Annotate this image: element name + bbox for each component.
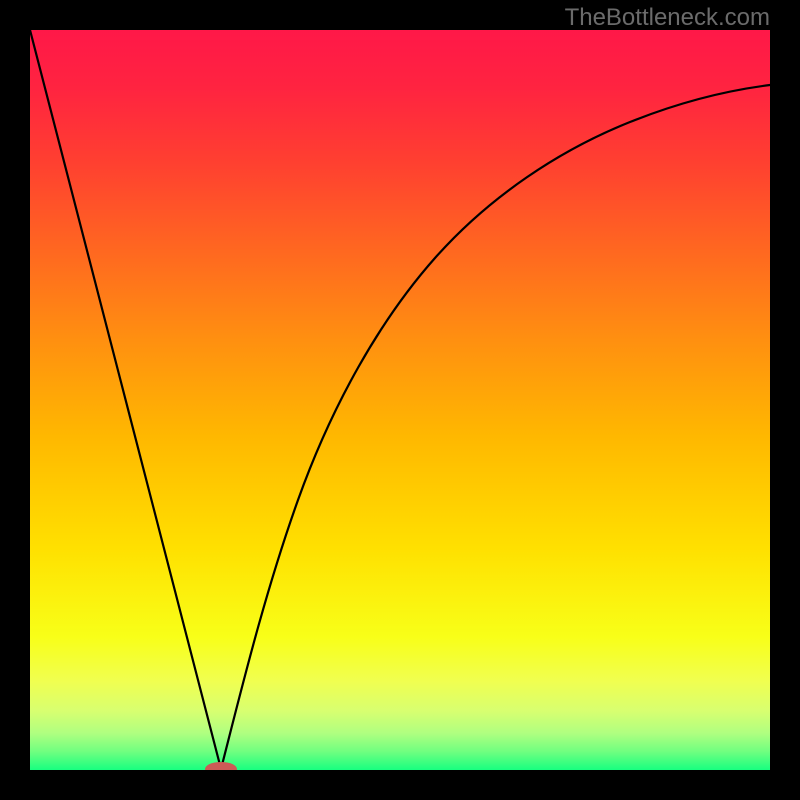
plot-area	[30, 30, 770, 770]
chart-frame: TheBottleneck.com	[0, 0, 800, 800]
bottleneck-curve	[30, 30, 770, 770]
minimum-marker	[205, 762, 237, 770]
watermark-text: TheBottleneck.com	[565, 4, 770, 32]
